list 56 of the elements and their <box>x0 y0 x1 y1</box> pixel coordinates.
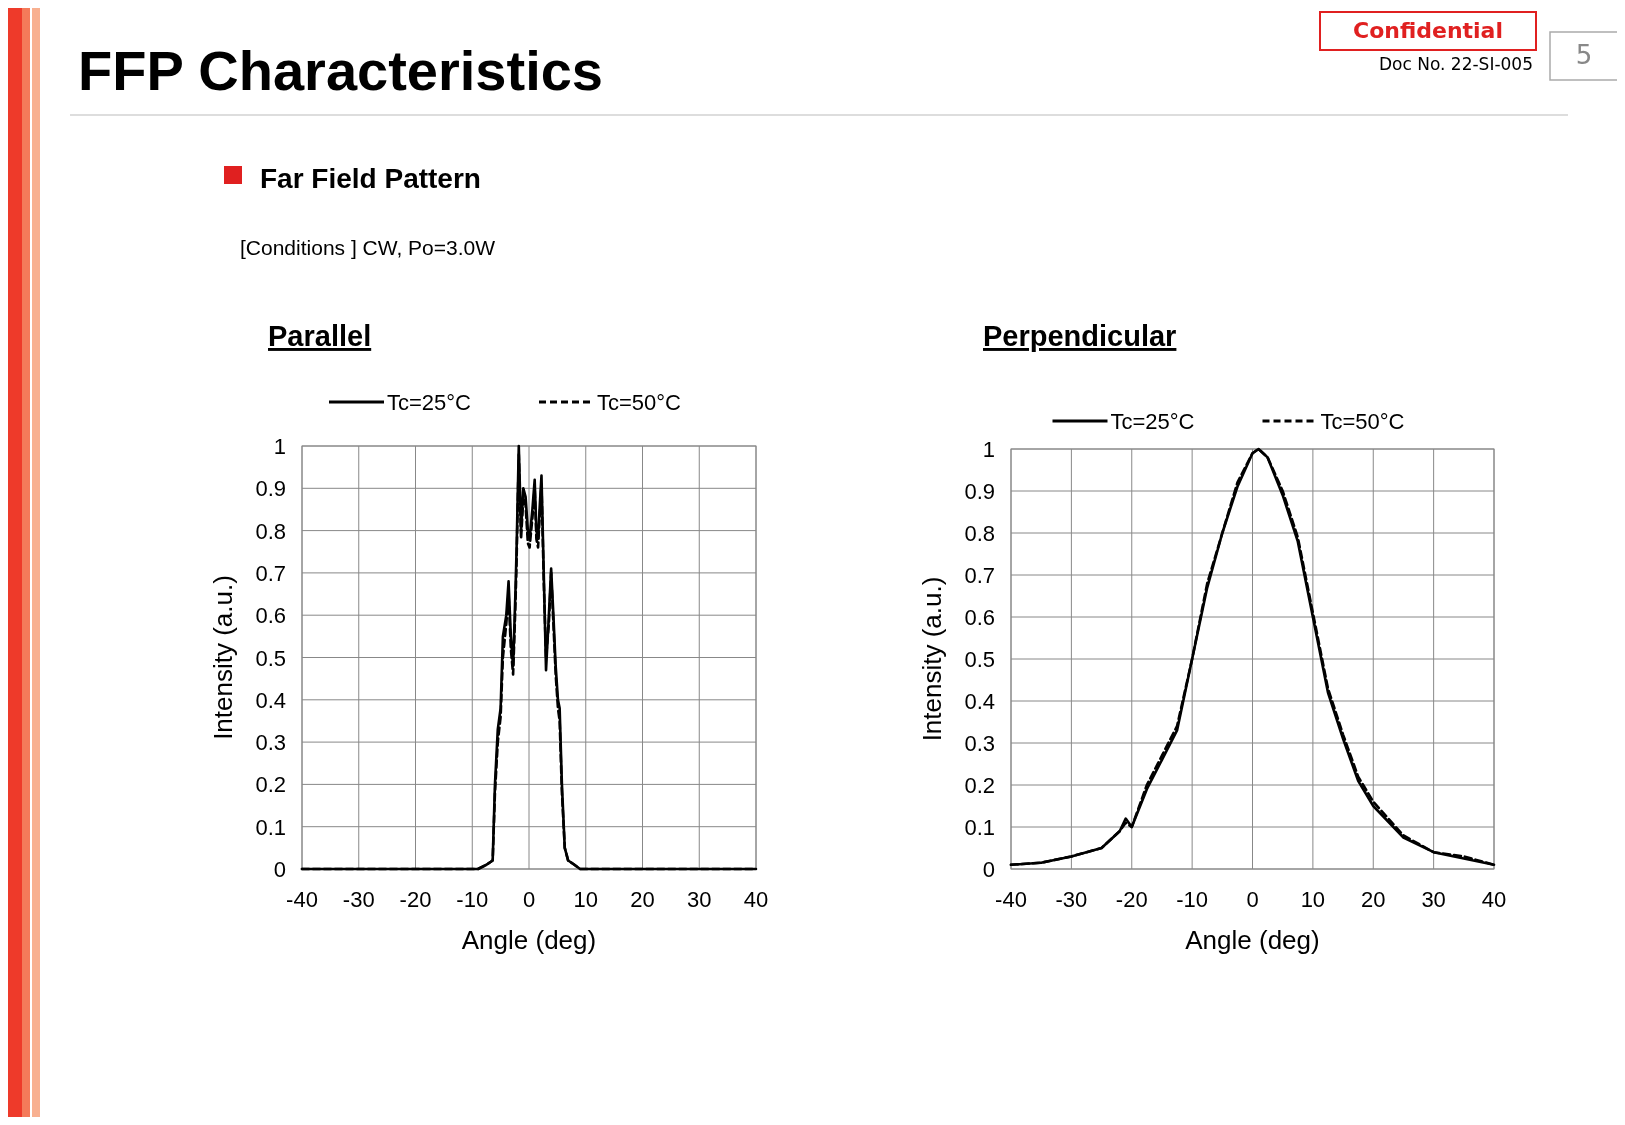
y-tick-label: 0.5 <box>964 647 995 672</box>
text: Doc No. 22-SI-005 <box>1378 54 1533 74</box>
x-tick-label: -30 <box>1055 887 1088 912</box>
chart-title: Perpendicular <box>983 320 1177 352</box>
x-axis-title: Angle (deg) <box>461 925 597 955</box>
x-tick-label: 30 <box>1421 887 1446 912</box>
legend-label: Tc=25°C <box>387 390 472 415</box>
x-axis-title: Angle (deg) <box>1185 925 1320 955</box>
text: Confidential <box>1352 18 1504 43</box>
y-tick-label: 0.9 <box>255 476 286 502</box>
text: FFP Characteristics <box>78 39 603 102</box>
x-tick-label: -40 <box>995 887 1027 912</box>
y-tick-label: 0.2 <box>255 772 286 798</box>
y-tick-label: 0.3 <box>964 731 995 756</box>
x-tick-label: -40 <box>286 887 318 912</box>
text: Far Field Pattern <box>260 163 481 194</box>
y-tick-label: 1 <box>982 437 995 462</box>
y-axis-title: Intensity (a.u.) <box>208 575 238 740</box>
x-tick-label: -10 <box>1176 887 1209 912</box>
y-tick-label: 0.8 <box>964 521 995 546</box>
y-tick-label: 0.3 <box>255 730 286 756</box>
y-tick-label: 0.7 <box>255 560 286 586</box>
x-tick-label: 10 <box>1300 887 1326 912</box>
y-tick-label: 0.4 <box>255 687 286 713</box>
y-tick-label: 0 <box>273 857 286 882</box>
x-tick-label: 10 <box>573 887 598 912</box>
y-axis-title: Intensity (a.u.) <box>917 576 947 742</box>
legend-label: Tc=25°C <box>1110 409 1195 434</box>
y-tick-label: 0.4 <box>964 689 995 714</box>
x-tick-label: 20 <box>1361 887 1386 912</box>
x-tick-label: -20 <box>399 887 432 912</box>
chart-title: Parallel <box>268 320 372 352</box>
y-tick-label: 0.6 <box>255 603 286 629</box>
x-tick-label: 0 <box>1246 887 1259 912</box>
x-tick-label: -30 <box>342 887 375 912</box>
legend-label: Tc=50°C <box>1320 409 1405 434</box>
x-tick-label: 20 <box>630 887 655 912</box>
x-tick-label: 40 <box>743 887 769 912</box>
x-tick-label: -10 <box>456 887 489 912</box>
x-tick-label: 30 <box>687 887 712 912</box>
x-tick-label: 40 <box>1481 887 1507 912</box>
y-tick-label: 0.1 <box>964 815 995 840</box>
y-tick-label: 0.9 <box>964 479 995 504</box>
y-tick-label: 1 <box>273 434 286 459</box>
y-tick-label: 0.7 <box>964 563 995 588</box>
legend-label: Tc=50°C <box>597 390 682 415</box>
y-tick-label: 0.1 <box>255 814 286 840</box>
y-tick-label: 0.8 <box>255 518 286 544</box>
text: [Conditions ] CW, Po=3.0W <box>240 236 496 259</box>
y-tick-label: 0.5 <box>255 645 286 671</box>
x-tick-label: 0 <box>522 887 536 912</box>
text: 5 <box>1575 40 1593 70</box>
y-tick-label: 0.2 <box>964 773 995 798</box>
x-tick-label: -20 <box>1115 887 1148 912</box>
y-tick-label: 0 <box>982 857 995 882</box>
y-tick-label: 0.6 <box>964 605 995 630</box>
